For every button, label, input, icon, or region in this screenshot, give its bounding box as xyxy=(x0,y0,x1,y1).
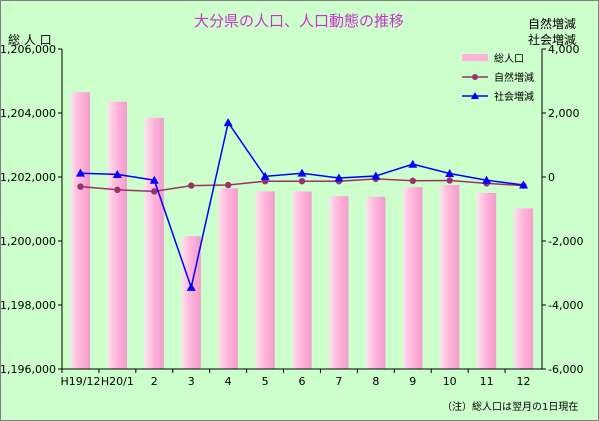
bars-group xyxy=(70,92,534,370)
series-2-point-6 xyxy=(260,171,270,180)
x-tick-label: 8 xyxy=(372,375,379,388)
legend-marker-3 xyxy=(471,92,479,99)
series-2-point-10 xyxy=(408,159,418,168)
legend-label-2: 自然増減 xyxy=(494,71,534,84)
legend-label-1: 総人口 xyxy=(494,52,524,65)
bar-12 xyxy=(477,193,497,369)
bar-7 xyxy=(292,191,312,369)
series-1-point-11 xyxy=(446,177,453,184)
right-tick-label: 4,000 xyxy=(548,43,580,56)
x-tick-label: 4 xyxy=(225,375,232,388)
bar-6 xyxy=(255,191,275,369)
x-tick-label: 12 xyxy=(517,375,531,388)
series-2-point-11 xyxy=(445,168,455,177)
right-axis-label-1: 自然増減 xyxy=(528,16,576,31)
left-axis-label: 総 人 口 xyxy=(8,33,52,47)
x-tick-label: 6 xyxy=(299,375,306,388)
series-2-point-2 xyxy=(112,169,122,178)
series-2-point-8 xyxy=(334,173,344,182)
left-tick-label: 1,198,000 xyxy=(0,299,56,312)
x-tick-label: 9 xyxy=(409,375,416,388)
footnote: （注）総人口は翌月の1日現在 xyxy=(442,400,578,413)
left-tick-label: 1,206,000 xyxy=(0,43,56,56)
chart-title: 大分県の人口、人口動態の推移 xyxy=(194,12,404,30)
lines-group xyxy=(75,118,529,291)
series-1-point-5 xyxy=(225,181,232,189)
bar-5 xyxy=(218,188,238,369)
series-2-point-13 xyxy=(519,180,529,189)
legend-swatch-1 xyxy=(462,54,488,61)
x-tick-label: 3 xyxy=(188,375,195,388)
series-2-point-5 xyxy=(223,118,233,127)
bar-3 xyxy=(144,117,164,369)
x-tick-label: H19/12 xyxy=(60,375,100,388)
x-tick-label: 11 xyxy=(480,375,494,388)
series-2-point-1 xyxy=(75,168,85,177)
x-tick-label: H20/1 xyxy=(101,375,134,388)
left-tick-label: 1,204,000 xyxy=(0,107,56,120)
series-2-point-12 xyxy=(482,175,492,184)
right-axis-label-2: 社会増減 xyxy=(528,32,576,47)
series-2-point-7 xyxy=(297,168,307,177)
series-1-point-4 xyxy=(188,182,195,189)
x-tick-label: 7 xyxy=(335,375,342,388)
right-tick-label: -2,000 xyxy=(548,235,583,248)
left-tick-label: 1,200,000 xyxy=(0,235,56,248)
bar-11 xyxy=(440,185,460,369)
x-tick-label: 2 xyxy=(151,375,158,388)
right-tick-label: -4,000 xyxy=(548,299,583,312)
right-tick-label: -6,000 xyxy=(548,363,583,376)
bar-2 xyxy=(107,101,127,370)
series-1-point-1 xyxy=(77,183,84,190)
left-tick-label: 1,196,000 xyxy=(0,363,56,376)
bar-10 xyxy=(403,187,423,369)
x-tick-label: 10 xyxy=(443,375,457,388)
bar-9 xyxy=(366,196,386,369)
right-tick-label: 0 xyxy=(548,171,555,184)
series-1-point-10 xyxy=(409,177,416,184)
series-1-point-3 xyxy=(151,188,158,195)
bar-1 xyxy=(70,92,91,369)
axes-group: 1,196,000 1,198,000 1,200,000 1,202,000 1,20… xyxy=(0,43,583,388)
x-tick-label: 5 xyxy=(262,375,269,388)
legend-label-3: 社会増減 xyxy=(494,90,534,103)
series-1-point-2 xyxy=(114,186,121,193)
right-tick-label: 2,000 xyxy=(548,107,580,120)
legend-marker-2 xyxy=(472,74,478,80)
series-2-point-9 xyxy=(371,171,381,180)
bar-13 xyxy=(513,208,534,369)
series-2-point-3 xyxy=(149,175,159,184)
series-2-point-4 xyxy=(186,282,196,291)
left-tick-label: 1,202,000 xyxy=(0,171,56,184)
bar-8 xyxy=(329,196,349,369)
series-1-point-7 xyxy=(298,178,306,185)
